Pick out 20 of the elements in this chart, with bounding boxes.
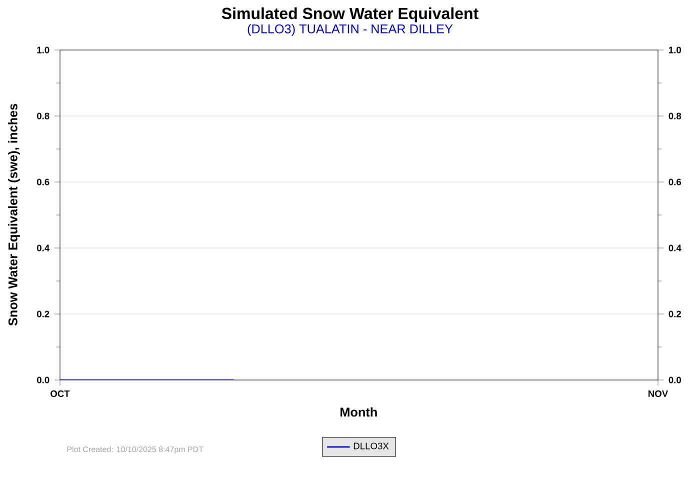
y-tick-label: 0.6 xyxy=(37,178,50,186)
y-axis-title: Snow Water Equivalent (swe), inches xyxy=(8,104,20,326)
chart-subtitle: (DLLO3) TUALATIN - NEAR DILLEY xyxy=(248,24,453,36)
y-tick-label: 0.0 xyxy=(37,376,50,384)
x-tick-label: OCT xyxy=(50,390,70,398)
y2-tick-label: 0.0 xyxy=(668,376,682,384)
legend-label: DLLO3X xyxy=(354,442,389,450)
y-tick-label: 0.8 xyxy=(37,112,50,120)
y-tick-label: 0.2 xyxy=(37,310,50,318)
chart-title: Simulated Snow Water Equivalent xyxy=(222,7,478,22)
text: Plot Created: 10/10/2025 8:47pm PDT xyxy=(67,446,204,454)
y-tick-label: 0.4 xyxy=(37,244,50,252)
x-axis-title: Month xyxy=(340,407,377,417)
y2-tick-label: 0.4 xyxy=(668,244,682,252)
y2-tick-label: 0.6 xyxy=(668,178,682,186)
y2-tick-label: 0.8 xyxy=(668,112,682,120)
y-tick-label: 1.0 xyxy=(37,46,50,54)
x-tick-label: NOV xyxy=(648,390,668,398)
y2-tick-label: 1.0 xyxy=(668,46,682,54)
y2-tick-label: 0.2 xyxy=(668,310,682,318)
